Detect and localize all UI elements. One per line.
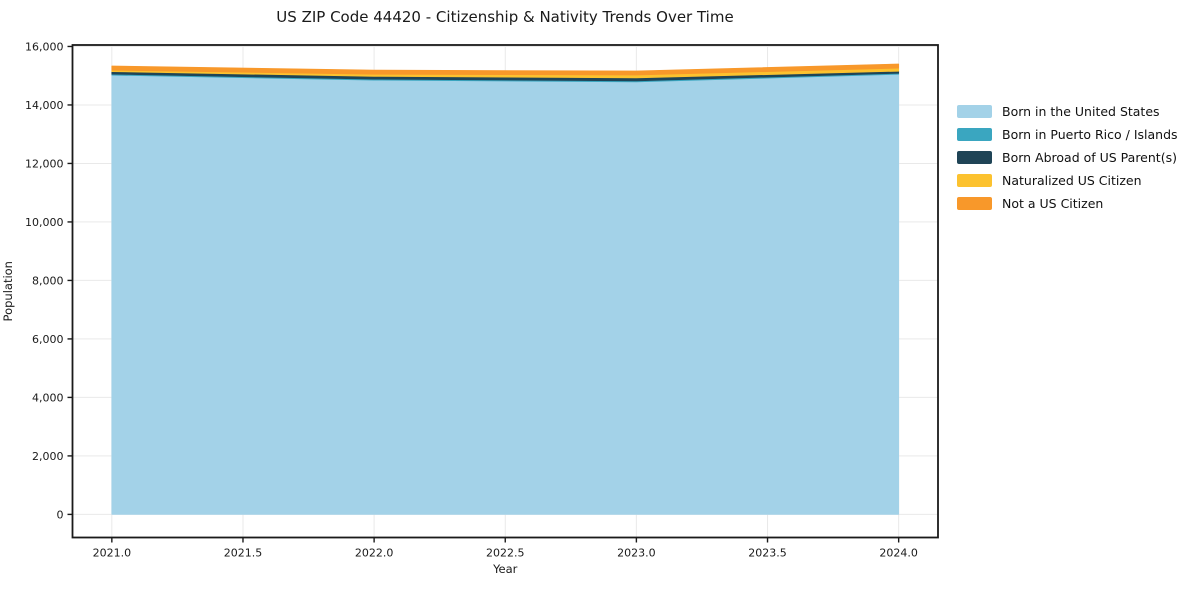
y-tick-label: 6,000 xyxy=(32,333,64,346)
x-tick-label: 2022.5 xyxy=(486,547,525,560)
y-tick-label: 0 xyxy=(57,508,64,521)
chart-title: US ZIP Code 44420 - Citizenship & Nativi… xyxy=(276,8,734,26)
legend: Born in the United States Born in Puerto … xyxy=(957,103,1178,211)
x-tick-label: 2021.0 xyxy=(93,547,132,560)
legend-swatch xyxy=(957,127,992,141)
legend-label: Born Abroad of US Parent(s) xyxy=(1002,149,1177,165)
x-axis-label: Year xyxy=(492,562,518,576)
legend-item: Born in the United States xyxy=(957,103,1178,119)
area-series-4 xyxy=(111,63,900,76)
y-tick-label: 14,000 xyxy=(25,99,64,112)
legend-item: Born Abroad of US Parent(s) xyxy=(957,149,1178,165)
legend-item: Naturalized US Citizen xyxy=(957,172,1178,188)
y-tick-label: 16,000 xyxy=(25,40,64,53)
legend-item: Not a US Citizen xyxy=(957,195,1178,211)
legend-label: Born in the United States xyxy=(1002,103,1160,119)
x-tick-label: 2021.5 xyxy=(224,547,263,560)
legend-swatch xyxy=(957,150,992,164)
area-series-0 xyxy=(111,73,900,515)
y-tick-label: 2,000 xyxy=(32,450,64,463)
y-axis-label: Population xyxy=(1,261,15,321)
legend-item: Born in Puerto Rico / Islands xyxy=(957,126,1178,142)
legend-swatch xyxy=(957,196,992,210)
y-tick-label: 12,000 xyxy=(25,157,64,170)
legend-label: Naturalized US Citizen xyxy=(1002,172,1142,188)
y-tick-label: 8,000 xyxy=(32,274,64,287)
x-tick-label: 2023.0 xyxy=(617,547,656,560)
x-tick-label: 2023.5 xyxy=(748,547,787,560)
legend-swatch xyxy=(957,104,992,118)
y-tick-label: 4,000 xyxy=(32,391,64,404)
legend-label: Not a US Citizen xyxy=(1002,195,1104,211)
legend-label: Born in Puerto Rico / Islands xyxy=(1002,126,1178,142)
x-tick-label: 2024.0 xyxy=(879,547,918,560)
x-tick-label: 2022.0 xyxy=(355,547,394,560)
legend-swatch xyxy=(957,173,992,187)
y-tick-label: 10,000 xyxy=(25,216,64,229)
